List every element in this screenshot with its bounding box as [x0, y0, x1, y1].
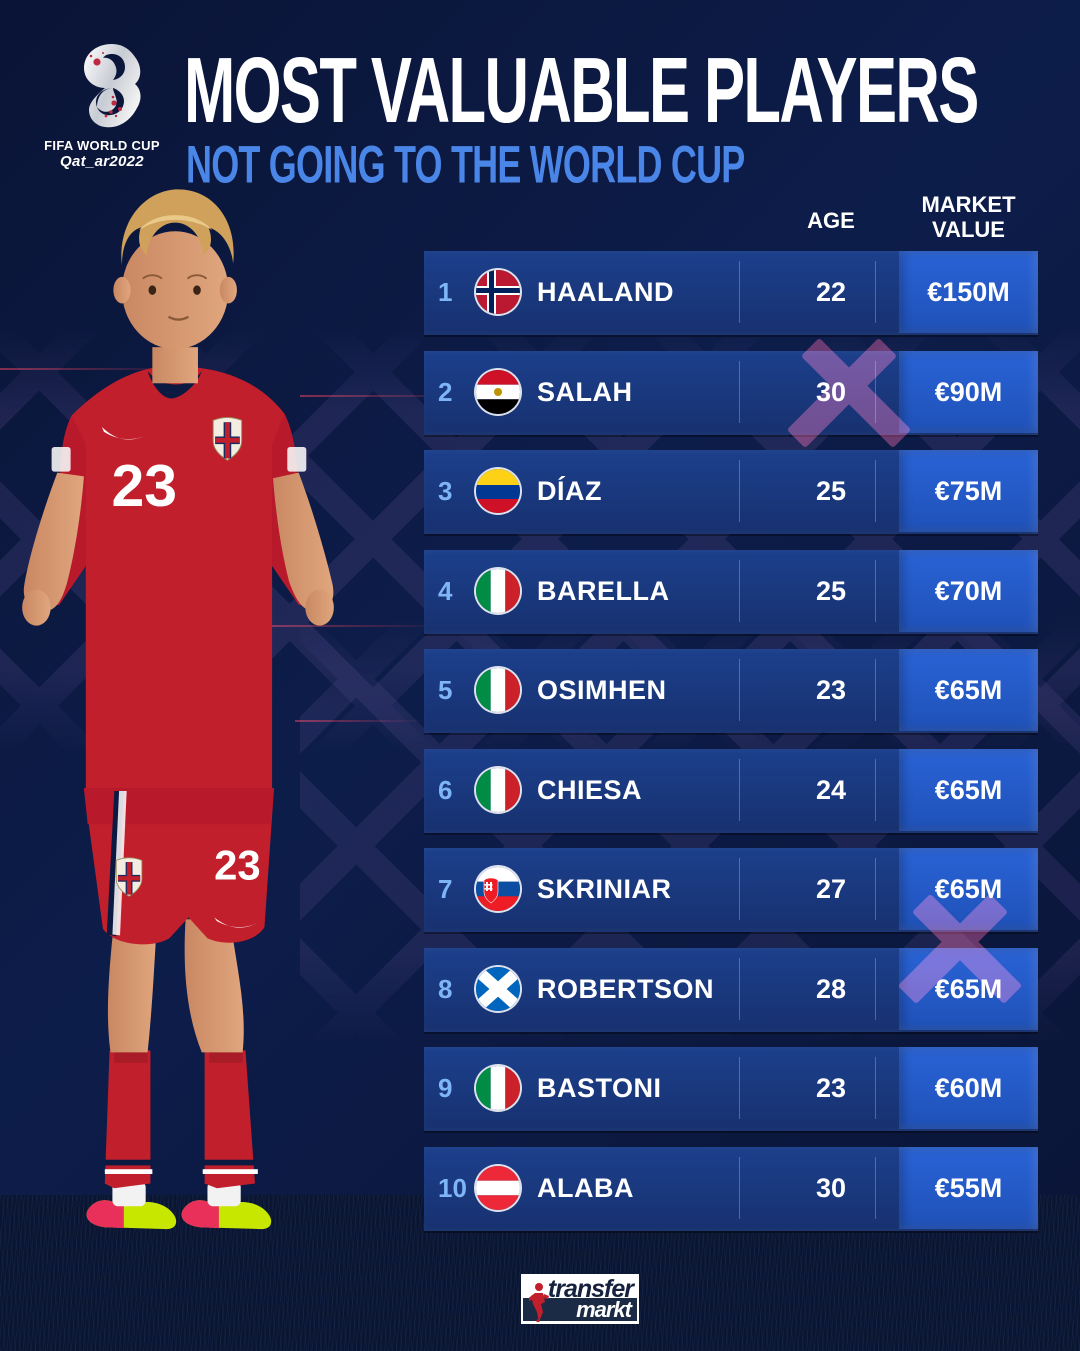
svg-text:23: 23: [111, 454, 177, 519]
svg-text:23: 23: [214, 841, 260, 888]
